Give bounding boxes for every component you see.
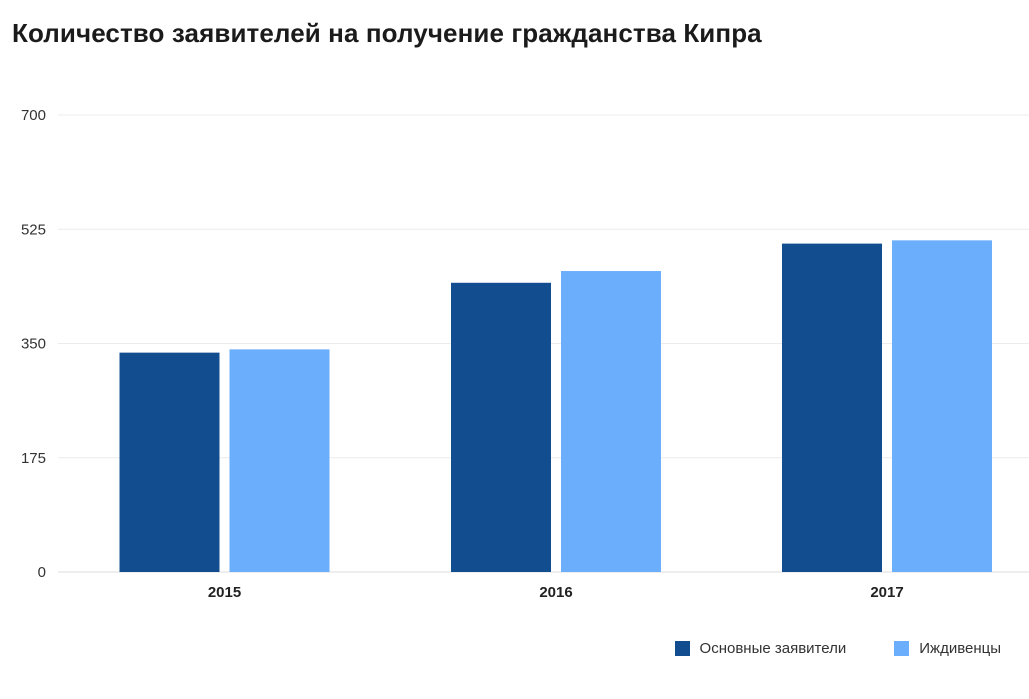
legend-label-dependents: Иждивенцы <box>919 640 1001 657</box>
chart-legend: Основные заявители Иждивенцы <box>674 640 1001 657</box>
legend-label-main-applicants: Основные заявители <box>699 640 847 657</box>
legend-item-main-applicants: Основные заявители <box>674 640 847 657</box>
chart-title: Количество заявителей на получение гражд… <box>12 18 762 48</box>
y-tick-label: 350 <box>21 336 46 353</box>
bar-dependents-2016 <box>561 271 661 572</box>
x-tick-label: 2015 <box>208 584 241 601</box>
legend-swatch-dependents <box>894 641 910 656</box>
y-tick-label: 175 <box>21 450 46 467</box>
bar-main-applicants-2015 <box>119 352 220 572</box>
bar-dependents-2017 <box>892 240 992 572</box>
legend-swatch-main-applicants <box>674 641 690 656</box>
legend-item-dependents: Иждивенцы <box>894 640 1001 657</box>
x-tick-label: 2016 <box>539 584 572 601</box>
bar-main-applicants-2016 <box>451 282 551 572</box>
x-tick-label: 2017 <box>870 584 903 601</box>
y-tick-label: 700 <box>21 107 46 124</box>
bar-main-applicants-2017 <box>782 243 882 572</box>
y-tick-label: 0 <box>38 564 46 581</box>
y-tick-label: 525 <box>21 221 46 238</box>
bar-dependents-2015 <box>229 349 330 572</box>
